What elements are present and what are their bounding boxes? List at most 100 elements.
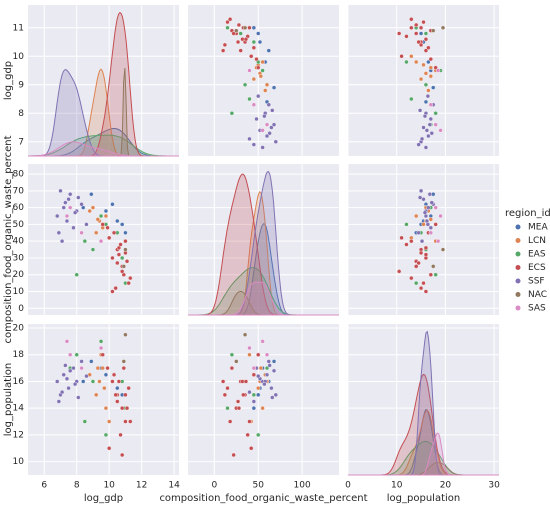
scatter-point [256,392,261,398]
y-tick-label: 20 [13,270,25,280]
scatter-point [110,289,115,294]
legend-marker [515,265,521,270]
scatter-point [421,62,426,68]
scatter-point [260,59,265,65]
scatter-point [423,82,429,87]
scatter-point [106,419,112,424]
legend-marker [515,224,521,230]
y-tick-label: 11 [13,23,24,33]
scatter-point [413,264,419,269]
scatter-point [418,76,424,82]
scatter-point [64,376,70,381]
scatter-point [79,202,84,207]
x-tick-label: 0 [211,481,217,491]
scatter-point [421,125,426,130]
y-axis-label: composition_food_organic_waste_percent [3,135,14,343]
scatter-point [422,113,428,119]
x-tick-label: 100 [294,481,311,491]
x-tick-label: 30 [488,481,500,491]
scatter-point [254,56,259,62]
scatter-point [128,419,133,424]
scatter-point [404,222,409,227]
scatter-point [418,285,424,291]
scatter-point [95,365,101,371]
scatter-point [124,405,130,411]
scatter-point [222,42,228,48]
scatter-point [243,36,249,42]
scatter-point [87,208,92,214]
scatter-point [236,405,242,411]
scatter-point [419,238,425,244]
legend-label: EAS [528,250,546,260]
x-axis-label: composition_food_organic_waste_percent [159,493,367,504]
scatter-point [121,264,126,269]
x-axis-label: log_population [387,493,460,504]
scatter-point [220,48,226,53]
scatter-point [423,289,429,294]
scatter-point [116,252,122,257]
scatter-point [271,85,277,90]
scatter-point [225,385,230,391]
scatter-point [64,339,70,344]
scatter-point [423,31,429,36]
scatter-point [115,218,120,224]
scatter-point [413,31,419,36]
scatter-point [126,385,131,391]
x-tick-label: 20 [440,481,452,491]
scatter-point [267,131,272,136]
y-tick-label: 40 [13,237,25,247]
scatter-point [247,68,252,73]
scatter-point [426,45,431,50]
x-tick-label: 10 [103,481,115,491]
x-tick-label: 14 [168,481,180,491]
panel [348,5,499,156]
scatter-point [247,96,252,102]
y-tick-label: 80 [13,170,25,180]
scatter-point [428,102,434,107]
x-tick-label: 10 [391,481,403,491]
legend-label: SSF [528,277,545,287]
scatter-point [249,54,254,59]
scatter-point [98,339,104,344]
x-tick-label: 6 [41,481,47,491]
scatter-point [428,230,434,235]
scatter-point [418,25,424,30]
scatter-point [256,373,261,379]
scatter-point [247,352,252,357]
scatter-point [93,392,99,398]
scatter-point [103,432,109,438]
scatter-point [416,230,421,235]
scatter-point [225,405,230,411]
y-tick-label: 10 [13,457,25,467]
scatter-point [229,365,235,371]
scatter-point [90,379,96,384]
scatter-point [423,145,429,150]
scatter-point [418,42,424,48]
scatter-point [105,225,110,230]
scatter-point [426,205,431,210]
panel [188,324,339,475]
scatter-point [396,31,402,36]
scatter-point [404,59,409,65]
scatter-point [100,222,105,227]
scatter-point [243,379,249,384]
scatter-point [72,210,78,215]
scatter-point [260,128,265,133]
scatter-point [68,205,73,210]
scatter-point [124,259,130,264]
scatter-point [426,88,431,93]
scatter-point [242,25,248,30]
scatter-point [118,432,123,438]
scatter-point [110,379,115,384]
scatter-point [247,25,252,30]
scatter-point [428,116,434,122]
scatter-point [116,379,122,384]
scatter-point [79,230,84,235]
scatter-point [256,432,261,438]
scatter-point [433,272,438,277]
x-axis-label: log_gdp [84,493,123,504]
scatter-point [95,217,101,222]
scatter-point [409,96,414,102]
scatter-point [89,191,94,197]
